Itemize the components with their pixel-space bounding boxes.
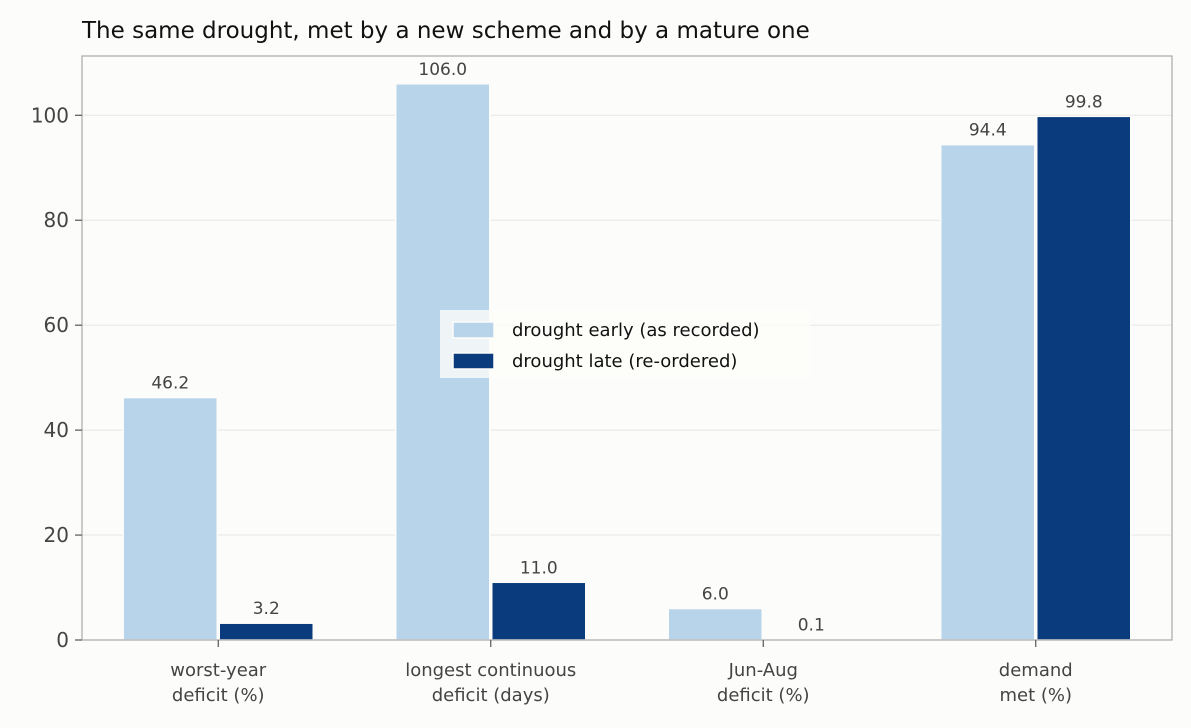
data-label: 3.2: [253, 599, 280, 619]
legend-label: drought late (re-ordered): [512, 351, 737, 372]
category-label: worst-year: [170, 660, 267, 681]
data-label: 94.4: [969, 121, 1007, 141]
category-label: longest continuous: [405, 660, 576, 681]
y-tick-label: 20: [44, 523, 69, 547]
data-label: 99.8: [1065, 92, 1103, 112]
category-label: deficit (days): [432, 685, 550, 706]
y-tick-label: 80: [44, 208, 69, 232]
bar-early: [940, 143, 1036, 641]
y-tick-label: 40: [44, 418, 69, 442]
bar-late: [218, 622, 314, 641]
category-label: deficit (%): [717, 685, 810, 706]
category-label: deficit (%): [172, 685, 265, 706]
legend-swatch: [452, 321, 495, 339]
bars: [122, 83, 1132, 641]
bar-early: [667, 607, 763, 641]
data-label: 106.0: [418, 60, 467, 80]
chart-title: The same drought, met by a new scheme an…: [81, 18, 810, 44]
legend: drought early (as recorded) drought late …: [440, 310, 810, 378]
y-tick-label: 100: [31, 103, 69, 127]
y-axis: 0 20 40 60 80 100: [31, 103, 82, 652]
category-label: Jun-Aug: [728, 660, 798, 681]
legend-label: drought early (as recorded): [512, 320, 760, 341]
bar-late: [491, 581, 587, 641]
data-label: 0.1: [798, 615, 825, 635]
legend-box: [440, 310, 810, 378]
category-label: demand: [999, 660, 1073, 681]
x-axis: worst-year deficit (%) longest continuous d…: [170, 640, 1073, 706]
category-label: met (%): [999, 685, 1072, 706]
data-label: 6.0: [702, 585, 729, 605]
y-tick-label: 60: [44, 313, 69, 337]
y-tick-label: 0: [56, 628, 69, 652]
data-label: 11.0: [520, 558, 558, 578]
data-labels: 46.2 3.2 106.0 11.0 6.0 0.1 94.4 99.8: [151, 60, 1102, 636]
bar-late: [1036, 115, 1132, 641]
legend-swatch: [452, 352, 495, 370]
plot-frame: [81, 55, 1173, 641]
data-label: 46.2: [151, 374, 189, 394]
bar-early: [122, 396, 218, 641]
